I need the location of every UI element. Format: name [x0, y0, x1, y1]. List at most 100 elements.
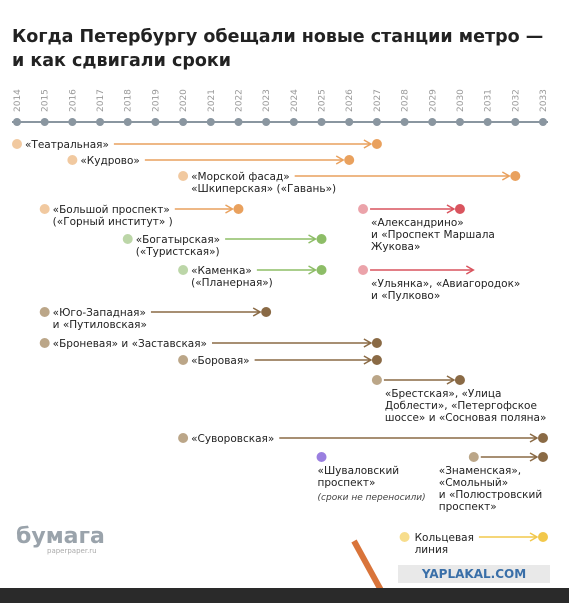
- logo: бумага: [16, 524, 105, 549]
- station-label: «Большой проспект»: [53, 204, 170, 216]
- arrow-head: [225, 204, 234, 214]
- year-label: 2023: [262, 89, 272, 112]
- watermark-box: [398, 565, 550, 583]
- year-tick: [372, 118, 381, 126]
- year-label: 2026: [345, 89, 355, 112]
- station-label: «Ульянка», «Авиагородок»: [371, 278, 520, 290]
- year-label: 2019: [151, 89, 161, 112]
- station-label: и «Полюстровский: [439, 489, 542, 501]
- arrow-head: [252, 307, 262, 317]
- year-tick: [40, 118, 49, 126]
- station-label: линия: [415, 544, 449, 556]
- station-label: «Богатырская»: [136, 234, 220, 246]
- year-label: 2030: [456, 89, 466, 112]
- year-tick: [179, 118, 188, 126]
- year-label: 2027: [373, 89, 383, 112]
- watermark: YAPLAKAL.COM: [421, 567, 526, 581]
- station-label: «Знаменская»,: [439, 465, 521, 477]
- year-tick: [262, 118, 271, 126]
- note: (сроки не переносили): [318, 493, 426, 503]
- year-label: 2032: [511, 89, 521, 112]
- end-dot: [454, 375, 465, 385]
- start-dot: [39, 204, 50, 214]
- end-dot: [261, 307, 272, 317]
- year-label: 2028: [401, 89, 411, 112]
- year-tick: [455, 118, 464, 126]
- end-dot: [538, 532, 548, 542]
- arrow-head: [529, 532, 539, 542]
- arrow-head: [335, 155, 345, 165]
- year-label: 2020: [179, 89, 189, 112]
- station-label: «Суворовская»: [191, 433, 274, 445]
- station-label: проспект»: [318, 477, 376, 489]
- station-label: Жукова»: [371, 241, 420, 253]
- year-label: 2016: [68, 89, 78, 112]
- start-dot: [178, 433, 189, 443]
- arrow-head: [363, 338, 373, 348]
- year-tick: [345, 118, 354, 126]
- station-label: Кольцевая: [415, 532, 474, 544]
- station-label: «Каменка»: [191, 265, 252, 277]
- start-dot: [358, 265, 369, 275]
- year-tick: [483, 118, 492, 126]
- year-tick: [400, 118, 409, 126]
- start-dot: [39, 307, 50, 317]
- year-label: 2021: [207, 89, 217, 112]
- station-label: «Морской фасад»: [191, 171, 290, 183]
- start-dot: [39, 338, 50, 348]
- start-dot: [316, 452, 327, 462]
- arrow-head: [308, 265, 318, 275]
- station-label: «Смольный»: [439, 477, 508, 489]
- end-dot: [371, 139, 382, 149]
- arrow-head: [501, 171, 511, 181]
- end-dot: [233, 204, 244, 214]
- year-label: 2015: [41, 89, 51, 112]
- station-label: («Планерная»): [191, 277, 273, 289]
- start-dot: [468, 452, 479, 462]
- year-label: 2018: [124, 89, 134, 112]
- station-label: («Горный институт» ): [53, 216, 173, 228]
- year-label: 2014: [13, 89, 23, 112]
- end-dot: [316, 234, 327, 244]
- year-label: 2025: [318, 89, 328, 112]
- end-dot: [510, 171, 521, 181]
- year-label: 2024: [290, 89, 300, 112]
- arrow-head: [363, 139, 373, 149]
- arrow-head: [446, 204, 456, 214]
- year-tick: [317, 118, 326, 126]
- arrow-head: [363, 355, 373, 365]
- end-dot: [538, 452, 548, 462]
- arrow-head: [529, 452, 539, 462]
- title: Когда Петербургу обещали новые станции м…: [12, 27, 543, 47]
- bottom-bar: [0, 588, 569, 603]
- station-label: и «Проспект Маршала: [371, 229, 495, 241]
- station-label: «Шкиперская» («Гавань»): [191, 183, 336, 195]
- end-dot: [538, 433, 548, 443]
- start-dot: [358, 204, 369, 214]
- year-label: 2017: [96, 89, 106, 112]
- year-tick: [234, 118, 243, 126]
- end-dot: [454, 204, 465, 214]
- station-label: «Александрино»: [371, 217, 464, 229]
- logo-url: paperpaper.ru: [47, 547, 97, 555]
- start-dot: [67, 155, 78, 165]
- start-dot: [122, 234, 133, 244]
- station-label: «Театральная»: [25, 139, 109, 151]
- station-label: «Боровая»: [191, 355, 250, 367]
- arrow-head: [465, 265, 475, 275]
- start-dot: [12, 139, 22, 149]
- start-dot: [178, 355, 189, 365]
- title: и как сдвигали сроки: [12, 51, 231, 71]
- start-dot: [178, 265, 189, 275]
- year-tick: [206, 118, 215, 126]
- arrow-head: [529, 433, 539, 443]
- end-dot: [371, 338, 382, 348]
- start-dot: [399, 532, 410, 542]
- year-tick: [539, 118, 547, 126]
- year-label: 2029: [428, 89, 438, 112]
- year-tick: [511, 118, 520, 126]
- start-dot: [178, 171, 189, 181]
- arrow-head: [446, 375, 456, 385]
- start-dot: [371, 375, 382, 385]
